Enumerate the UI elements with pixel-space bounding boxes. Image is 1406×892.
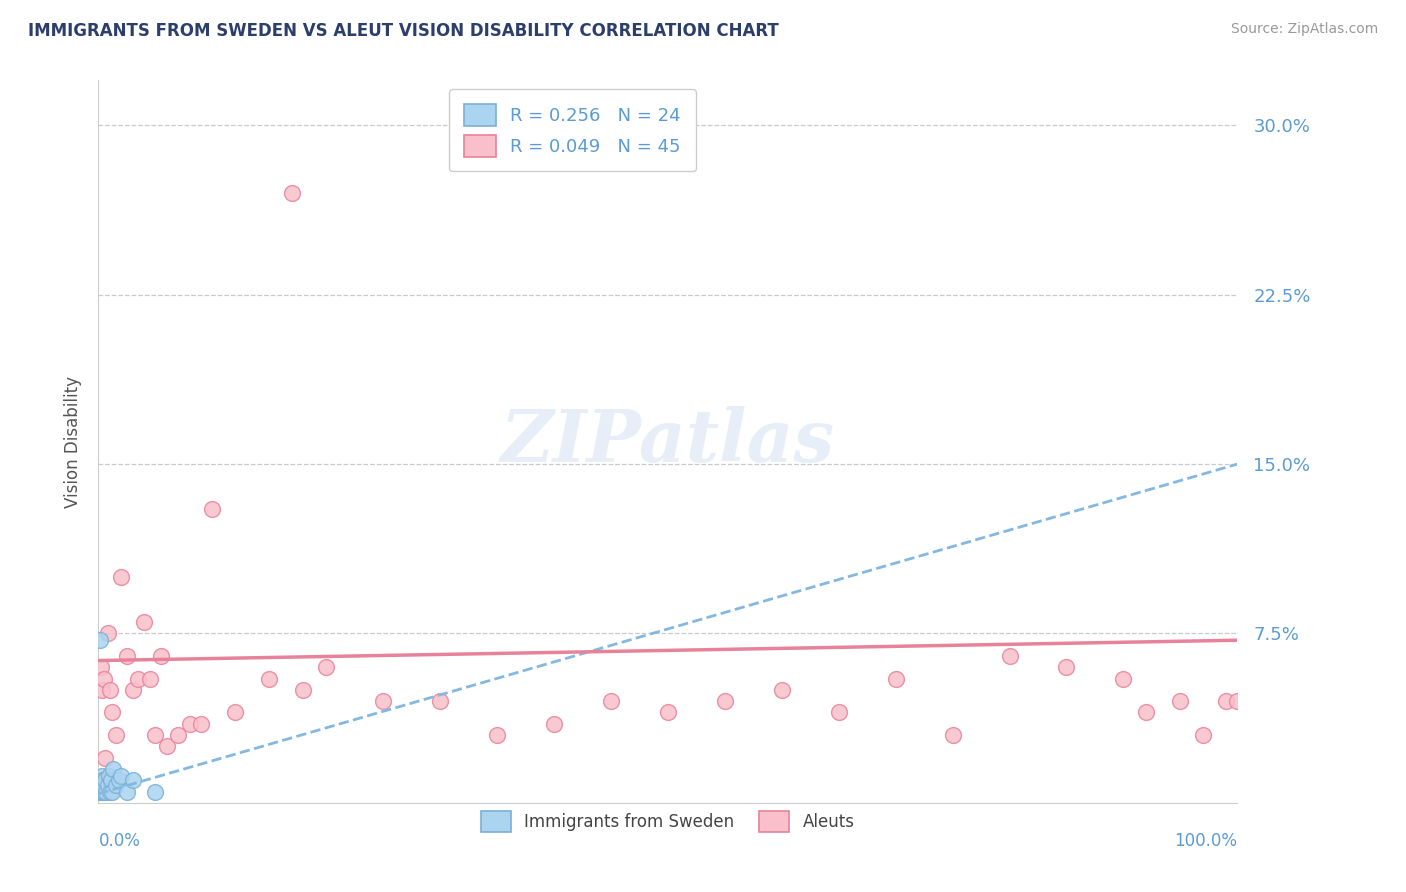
Point: [998, 648, 1021, 663]
Point: [94, 750, 117, 764]
Y-axis label: Vision Disability: Vision Disability: [63, 376, 82, 508]
Text: Source: ZipAtlas.com: Source: ZipAtlas.com: [1230, 22, 1378, 37]
Point: [315, 660, 337, 674]
Point: [98, 682, 121, 697]
Point: [97, 769, 120, 783]
Point: [884, 672, 907, 686]
Point: [108, 773, 131, 788]
Text: ZIPatlas: ZIPatlas: [501, 406, 835, 477]
Text: 0.0%: 0.0%: [98, 831, 141, 850]
Point: [90, 784, 112, 798]
Point: [281, 186, 304, 201]
Point: [89, 784, 111, 798]
Point: [91, 780, 114, 794]
Point: [104, 728, 127, 742]
Text: 100.0%: 100.0%: [1174, 831, 1237, 850]
Point: [93, 672, 115, 686]
Point: [942, 728, 965, 742]
Point: [486, 728, 509, 742]
Point: [1226, 694, 1249, 708]
Point: [1192, 728, 1215, 742]
Point: [115, 784, 138, 798]
Point: [1170, 694, 1192, 708]
Point: [543, 716, 565, 731]
Point: [96, 784, 118, 798]
Point: [292, 682, 315, 697]
Point: [90, 682, 112, 697]
Point: [259, 672, 281, 686]
Point: [145, 728, 167, 742]
Point: [93, 778, 115, 792]
Point: [90, 660, 112, 674]
Point: [90, 773, 112, 788]
Point: [714, 694, 737, 708]
Point: [145, 784, 167, 798]
Point: [96, 626, 118, 640]
Point: [103, 762, 125, 776]
Point: [121, 773, 143, 788]
Text: IMMIGRANTS FROM SWEDEN VS ALEUT VISION DISABILITY CORRELATION CHART: IMMIGRANTS FROM SWEDEN VS ALEUT VISION D…: [28, 22, 779, 40]
Point: [429, 694, 451, 708]
Point: [90, 769, 112, 783]
Point: [156, 739, 179, 754]
Point: [91, 773, 114, 788]
Point: [1112, 672, 1135, 686]
Point: [138, 672, 160, 686]
Point: [132, 615, 155, 630]
Point: [657, 706, 679, 720]
Point: [1215, 694, 1237, 708]
Point: [127, 672, 149, 686]
Point: [371, 694, 394, 708]
Point: [101, 706, 124, 720]
Point: [828, 706, 851, 720]
Point: [600, 694, 623, 708]
Point: [150, 648, 173, 663]
Point: [121, 682, 143, 697]
Legend: Immigrants from Sweden, Aleuts: Immigrants from Sweden, Aleuts: [468, 798, 868, 845]
Point: [100, 773, 122, 788]
Point: [201, 502, 224, 516]
Point: [1054, 660, 1078, 674]
Point: [101, 784, 124, 798]
Point: [93, 784, 115, 798]
Point: [98, 784, 121, 798]
Point: [190, 716, 212, 731]
Point: [96, 778, 118, 792]
Point: [115, 648, 138, 663]
Point: [90, 778, 112, 792]
Point: [104, 778, 127, 792]
Point: [110, 570, 132, 584]
Point: [224, 706, 246, 720]
Point: [179, 716, 201, 731]
Point: [770, 682, 793, 697]
Point: [94, 773, 117, 788]
Point: [89, 633, 111, 648]
Point: [167, 728, 190, 742]
Point: [1135, 706, 1157, 720]
Point: [110, 769, 132, 783]
